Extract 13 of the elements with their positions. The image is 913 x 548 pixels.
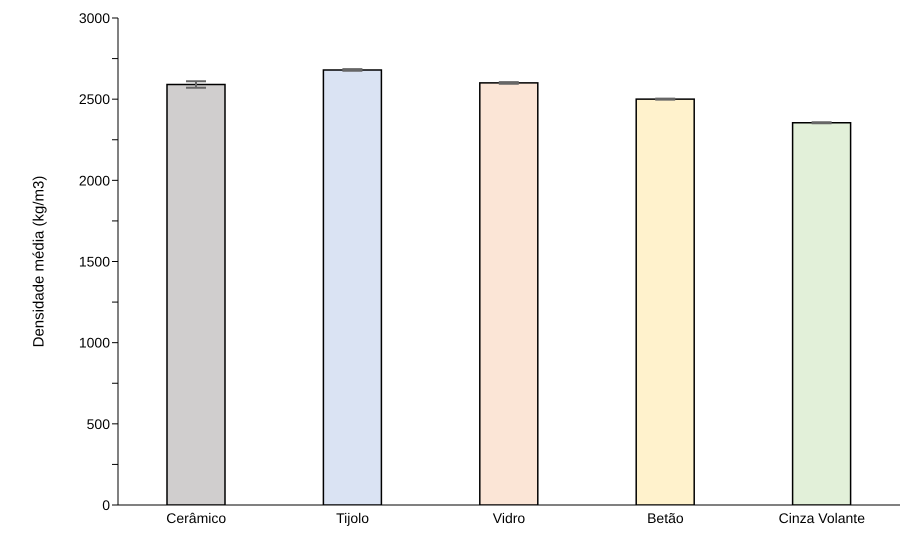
y-tick-label: 2500 [78, 91, 110, 108]
x-tick-label: Vidro [492, 510, 526, 526]
y-tick-label: 2000 [78, 172, 110, 188]
x-tick-label: Tijolo [336, 510, 370, 526]
y-tick-label: 500 [86, 416, 110, 432]
y-tick-label: 0 [102, 496, 110, 513]
y-axis-title: Densidade média (kg/m3) [30, 176, 48, 348]
y-tick-label: 1500 [78, 253, 110, 270]
y-tick-label: 1000 [78, 334, 110, 351]
x-tick-label: Betão [647, 510, 684, 526]
x-tick-label: Cerâmico [166, 510, 226, 526]
x-tick-label: Cinza Volante [778, 510, 866, 526]
y-tick-label: 3000 [78, 10, 110, 26]
